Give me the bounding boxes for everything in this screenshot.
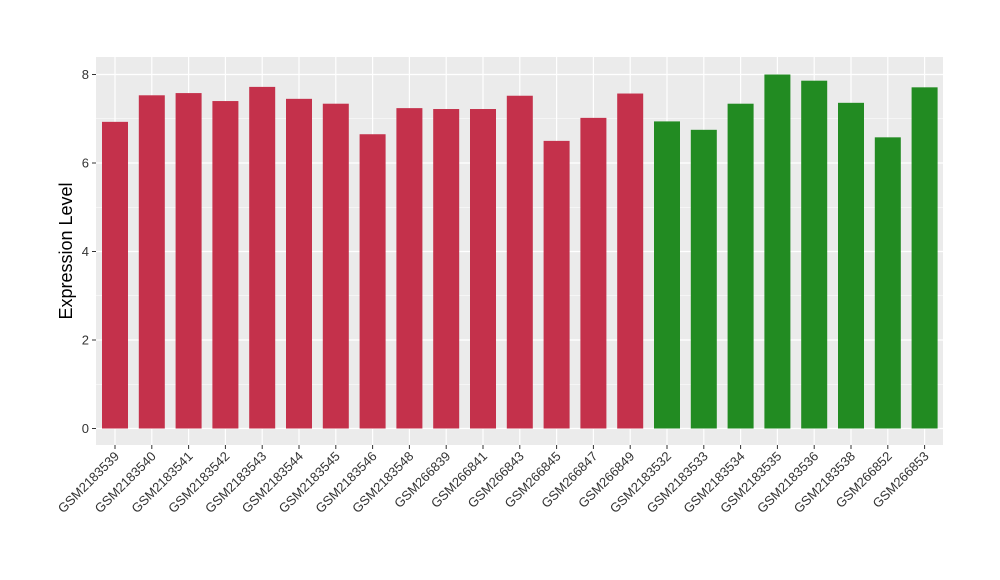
bar-GSM2183534 [727, 103, 754, 429]
bar-GSM266839 [433, 109, 460, 429]
y-tick-label: 0 [82, 421, 89, 436]
bar-GSM2183546 [359, 134, 386, 429]
y-tick-label: 8 [82, 67, 89, 82]
bar-GSM266847 [580, 117, 607, 429]
y-axis: 0 2 4 6 8 [82, 67, 96, 436]
x-axis: GSM2183539GSM2183540GSM2183541GSM2183542… [55, 445, 932, 516]
bar-GSM2183541 [175, 93, 202, 429]
bar-GSM2183538 [838, 102, 864, 429]
bar-GSM2183532 [654, 121, 680, 429]
y-tick-label: 4 [82, 244, 89, 259]
bar-GSM266853 [911, 87, 938, 429]
bar-GSM2183543 [249, 86, 276, 429]
bar-GSM2183545 [322, 103, 349, 429]
bar-GSM266852 [874, 137, 901, 429]
bar-GSM2183548 [396, 108, 423, 429]
bar-GSM2183535 [764, 74, 791, 429]
y-tick-label: 6 [82, 156, 89, 171]
bar-GSM2183542 [212, 101, 239, 429]
bar-GSM2183540 [138, 95, 165, 429]
bar-GSM2183533 [690, 129, 717, 429]
bar-GSM266849 [617, 93, 644, 429]
bar-GSM2183544 [286, 98, 312, 429]
bar-GSM266841 [470, 109, 496, 429]
bar-GSM266845 [543, 140, 570, 429]
y-tick-label: 2 [82, 333, 89, 348]
y-axis-title: Expression Level [56, 182, 76, 319]
bar-GSM2183536 [801, 80, 828, 429]
bar-GSM266843 [506, 95, 533, 429]
bars [102, 74, 938, 429]
bar-GSM2183539 [102, 121, 128, 429]
